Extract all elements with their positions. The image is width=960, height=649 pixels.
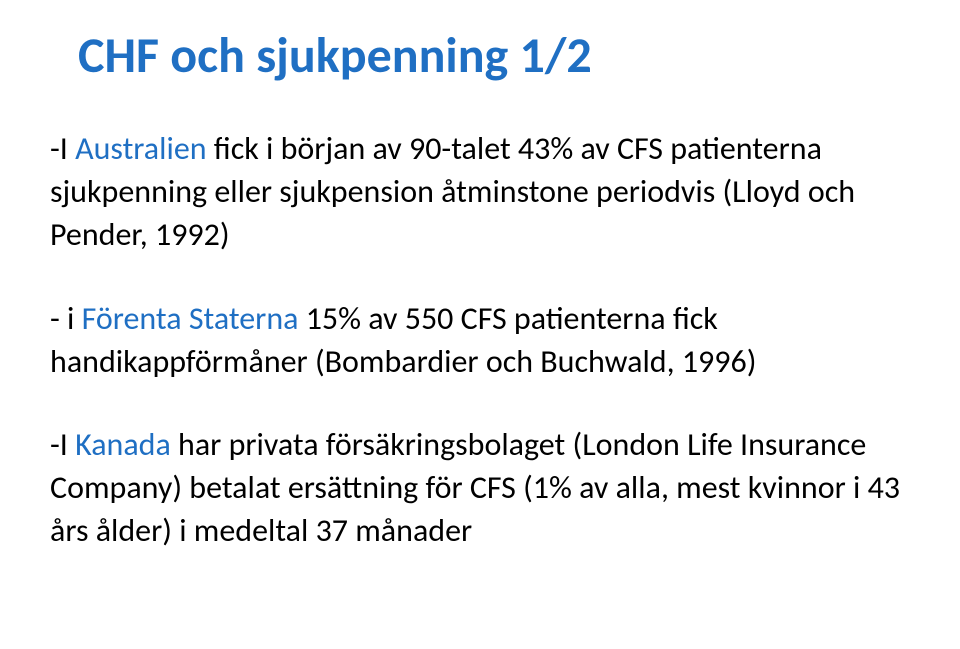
paragraph-1: -I Australien fick i början av 90-talet … (50, 127, 910, 257)
p1-highlight: Australien (75, 129, 206, 168)
slide-container: CHF och sjukpenning 1/2 -I Australien fi… (0, 0, 960, 649)
paragraph-2: - i Förenta Staterna 15% av 550 CFS pati… (50, 297, 910, 383)
p3-rest: har privata försäkringsbolaget (London L… (50, 425, 900, 550)
p3-lead: -I (50, 425, 75, 464)
slide-title: CHF och sjukpenning 1/2 (78, 28, 910, 83)
p3-highlight: Kanada (75, 425, 171, 464)
paragraph-3: -I Kanada har privata försäkringsbolaget… (50, 423, 910, 553)
p1-lead: -I (50, 129, 75, 168)
p2-highlight: Förenta Staterna (82, 299, 299, 338)
p2-lead: - i (50, 299, 82, 338)
